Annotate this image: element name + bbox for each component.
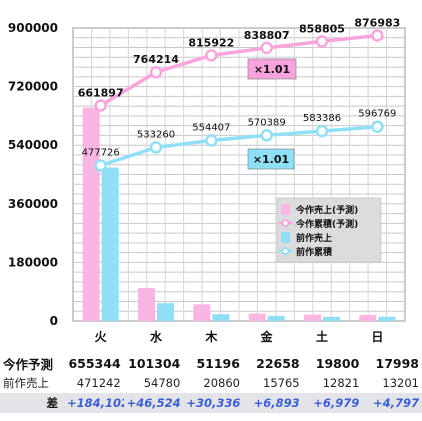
table-cell: 19800 [315, 355, 360, 371]
table-cell: 54780 [143, 376, 181, 390]
legend-entry-label: 前作売上 [296, 232, 332, 244]
legend-entry-label: 今作累積(予測) [295, 218, 358, 230]
annotations: ×1.01 ×1.01 [247, 58, 297, 170]
table-cell: 471242 [76, 376, 121, 390]
cumulative-previous-point [149, 141, 163, 154]
bar-previous-sales [378, 316, 396, 321]
y-tick-label: 900000 [8, 21, 58, 35]
x-tick-label: 火 [95, 330, 108, 344]
sales-chart: 900000 720000 540000 360000 180000 0 661897 76… [8, 16, 406, 344]
bar-previous-sales [267, 315, 285, 321]
data-labels: 661897 764214 815922 838807 858805 876983 4777… [78, 16, 401, 158]
row-header: 前作売上 [3, 376, 49, 390]
bar-previous-sales [157, 303, 174, 321]
data-label-cumulative-previous: 596769 [358, 109, 396, 120]
table-cell: 101304 [128, 355, 181, 371]
cumulative-previous-point [371, 120, 384, 133]
x-axis: 火水木金土日 [95, 329, 384, 344]
legend-box [276, 197, 382, 263]
table-cell: 13201 [382, 376, 419, 390]
y-tick-label: 180000 [8, 255, 58, 269]
cumulative-previous-point [315, 124, 329, 138]
multiplier-label-previous: ×1.01 [253, 153, 289, 166]
y-tick-label: 720000 [8, 80, 58, 94]
data-label-cumulative-current: 661897 [78, 87, 124, 100]
bar-current-sales [138, 288, 155, 321]
table-cell: +46,524 [123, 393, 184, 413]
data-label-cumulative-current: 876983 [354, 16, 400, 29]
table-cell: +6,979 [302, 393, 363, 413]
y-tick-label: 0 [50, 314, 58, 328]
x-tick-label: 土 [316, 329, 328, 344]
table-cell: 655344 [68, 355, 121, 371]
x-tick-label: 水 [150, 329, 163, 344]
bar-current-sales [248, 313, 266, 321]
cumulative-current-point [315, 35, 329, 48]
multiplier-box-current [247, 58, 297, 80]
bar-current-sales [82, 107, 100, 322]
table-cell: 20860 [203, 376, 240, 390]
legend-swatch-point [281, 219, 290, 227]
table-cell: 22658 [256, 355, 300, 371]
table-row-previous-sales: 前作売上 471242 54780 20860 15765 12821 1320… [0, 373, 422, 393]
table-cell: +184,102 [64, 393, 124, 413]
table-cell: +30,336 [183, 393, 243, 413]
bar-previous-sales [212, 314, 230, 321]
legend-entry-label: 今作売上(予測) [295, 204, 358, 216]
bar-current-sales [193, 304, 211, 321]
grid-lines [72, 27, 406, 322]
table-row-difference: 差 +184,102 +46,524 +30,336 +6,893 +6,979… [0, 393, 422, 413]
row-header: 差 [0, 393, 64, 413]
bar-series [82, 107, 396, 322]
data-label-cumulative-previous: 477726 [82, 147, 120, 158]
cumulative-current-point [260, 41, 273, 55]
data-table: 今作予測 655344 101304 51196 22658 19800 179… [0, 353, 422, 413]
y-tick-label: 360000 [8, 197, 58, 211]
table-row-current-forecast: 今作予測 655344 101304 51196 22658 19800 179… [0, 353, 422, 373]
table-cell: +4,797 [362, 393, 422, 413]
legend-swatch-point [281, 247, 290, 255]
data-label-cumulative-current: 815922 [188, 36, 234, 49]
cumulative-current-line [99, 33, 378, 108]
multiplier-box-previous [247, 148, 295, 170]
line-series [94, 29, 384, 172]
data-label-cumulative-previous: 533260 [137, 129, 175, 140]
data-label-cumulative-current: 838807 [244, 29, 290, 42]
bar-previous-sales [101, 167, 119, 321]
bar-current-sales [359, 315, 377, 321]
multiplier-label-current: ×1.01 [254, 63, 290, 76]
legend-swatch-bar [281, 232, 290, 243]
table-cell: +6,893 [242, 393, 303, 413]
data-label-cumulative-current: 764214 [133, 53, 179, 66]
cumulative-current-point [371, 29, 384, 42]
table-cell: 17998 [375, 355, 420, 371]
data-label-cumulative-previous: 570389 [248, 117, 286, 128]
legend-swatch-bar [281, 204, 290, 215]
data-label-cumulative-current: 858805 [299, 22, 345, 35]
cumulative-previous-point [205, 134, 218, 147]
y-tick-label: 540000 [8, 138, 58, 152]
y-axis: 900000 720000 540000 360000 180000 0 [8, 21, 58, 328]
table-cell: 12821 [322, 376, 360, 390]
cumulative-previous-point [94, 159, 107, 172]
cumulative-current-point [94, 99, 107, 112]
table-cell: 15765 [263, 376, 300, 390]
table-cell: 51196 [196, 355, 240, 371]
data-label-cumulative-previous: 554407 [192, 123, 230, 134]
bar-current-sales [304, 314, 321, 321]
data-label-cumulative-previous: 583386 [303, 113, 341, 124]
x-tick-label: 木 [204, 329, 218, 344]
x-tick-label: 日 [371, 330, 383, 344]
bar-previous-sales [323, 316, 340, 321]
cumulative-current-point [149, 65, 163, 79]
row-header: 今作予測 [3, 356, 54, 372]
cumulative-current-point [205, 49, 218, 62]
cumulative-previous-point [260, 129, 273, 142]
legend-entry-label: 前作累積 [296, 246, 333, 258]
x-tick-label: 金 [260, 329, 274, 344]
cumulative-previous-line [100, 124, 378, 168]
